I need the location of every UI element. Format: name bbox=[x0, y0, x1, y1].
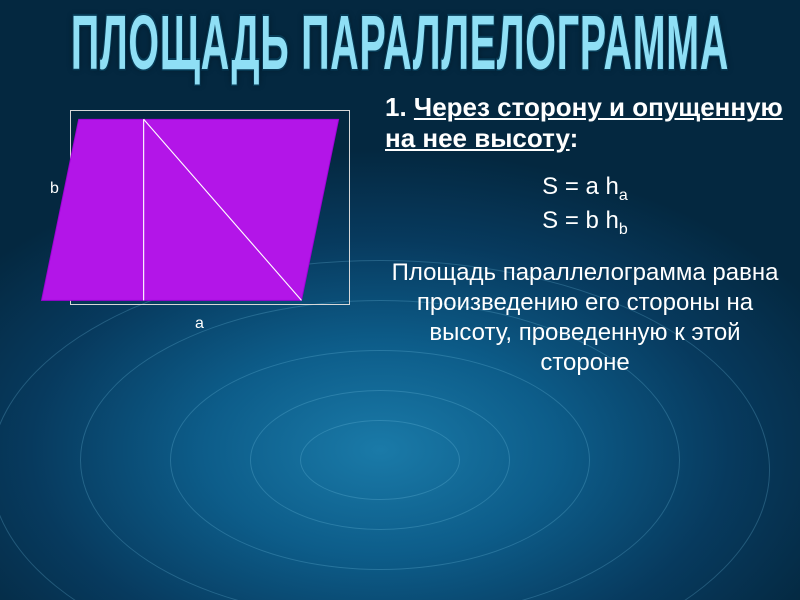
parallelogram-shape bbox=[42, 119, 339, 300]
formula-block: S = a ha S = b hb bbox=[385, 172, 785, 240]
method-heading: 1. Через сторону и опущенную на нее высо… bbox=[385, 92, 785, 154]
formula-2-sub: b bbox=[619, 221, 628, 238]
side-a-label: a bbox=[195, 315, 204, 333]
heading-colon: : bbox=[570, 123, 579, 153]
formula-1-sub: a bbox=[619, 187, 628, 204]
theorem-description: Площадь параллелограмма равна произведен… bbox=[385, 258, 785, 378]
formula-2-main: S = b h bbox=[542, 207, 619, 234]
parallelogram-diagram: b a bbox=[30, 100, 360, 360]
slide-title: ПЛОЩАДЬ ПАРАЛЛЕЛОГРАММА bbox=[71, 0, 729, 88]
parallelogram-svg bbox=[30, 110, 352, 305]
content-column: 1. Через сторону и опущенную на нее высо… bbox=[385, 92, 785, 378]
side-b-label: b bbox=[50, 180, 59, 198]
heading-text: Через сторону и опущенную на нее высоту bbox=[385, 92, 783, 153]
heading-number: 1. bbox=[385, 92, 414, 122]
formula-2: S = b hb bbox=[385, 206, 785, 240]
formula-1: S = a ha bbox=[385, 172, 785, 206]
formula-1-main: S = a h bbox=[542, 173, 619, 200]
